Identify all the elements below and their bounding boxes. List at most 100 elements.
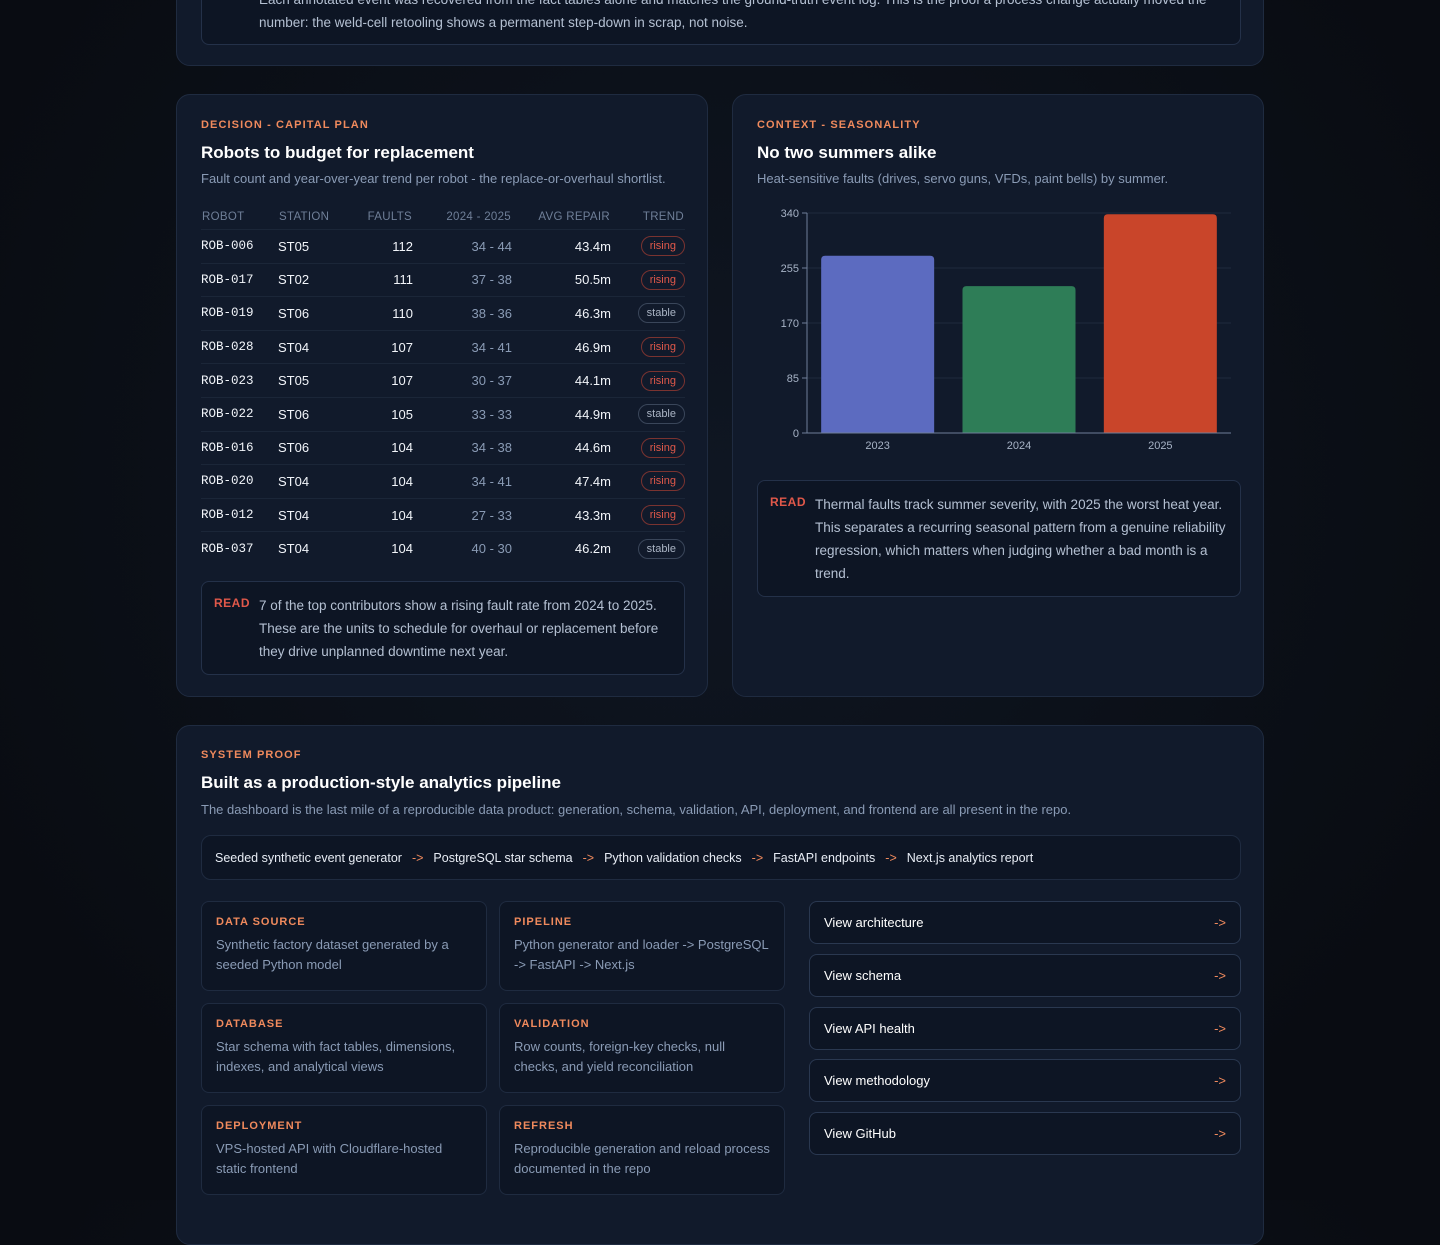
table-cell: ROB-006 (201, 229, 278, 264)
pipeline-step: Python validation checks (604, 850, 742, 865)
read-box: READ 7 of the top contributors show a ri… (201, 581, 685, 675)
trend-badge: rising (640, 471, 685, 492)
pipeline-step: Seeded synthetic event generator (215, 850, 402, 865)
read-text: Each annotated event was recovered from … (259, 0, 1207, 30)
table-cell: 44.6m (512, 430, 611, 465)
info-tile: DATABASE Star schema with fact tables, di… (201, 1003, 487, 1093)
table-cell: 107 (342, 363, 413, 398)
read-box: READ Thermal faults track summer severit… (757, 480, 1241, 597)
table-cell: 46.3m (512, 296, 611, 331)
pipeline-step: Next.js analytics report (906, 850, 1034, 865)
pipeline-arrow: -> (411, 850, 424, 865)
trend-badge: rising (640, 437, 685, 458)
trend-cell: stable (611, 531, 685, 565)
trend-cell: rising (611, 229, 685, 264)
link-text: View methodology (824, 1073, 930, 1089)
table-cell: 46.2m (512, 531, 611, 565)
table-cell: ST02 (278, 262, 342, 297)
link-button[interactable]: View GitHub -> (809, 1112, 1241, 1156)
read-text: Thermal faults track summer severity, wi… (815, 497, 1226, 581)
table-cell: 110 (342, 296, 413, 331)
info-tile: DATA SOURCE Synthetic factory dataset gen… (201, 901, 487, 991)
table-cell: ROB-016 (201, 430, 278, 465)
read-label: READ (770, 495, 807, 509)
table-cell: 104 (342, 497, 413, 532)
link-button[interactable]: View API health -> (809, 1006, 1241, 1050)
table-row: ROB-028 ST04 107 34 - 41 46.9m rising (201, 329, 685, 364)
table-cell: ST06 (278, 296, 342, 331)
trend-badge: rising (640, 269, 685, 290)
tile-label: VALIDATION (514, 1018, 590, 1030)
table-cell: 33 - 33 (413, 396, 512, 432)
table-cell: 43.4m (512, 229, 611, 264)
table-cell: 37 - 38 (413, 262, 512, 297)
table-row: ROB-012 ST04 104 27 - 33 43.3m rising (201, 497, 685, 532)
table-cell: 105 (342, 396, 413, 432)
pipeline-arrow: -> (885, 850, 897, 865)
table-row: ROB-020 ST04 104 34 - 41 47.4m rising (201, 464, 685, 499)
trend-cell: rising (611, 497, 685, 532)
column-header: 2024 - 2025 (446, 211, 511, 223)
table-cell: 44.1m (512, 363, 611, 398)
eyebrow: CONTEXT - SEASONALITY (757, 119, 921, 131)
table-row: ROB-006 ST05 112 34 - 44 43.4m rising (201, 229, 685, 264)
link-button[interactable]: View schema -> (809, 953, 1241, 997)
table-row: ROB-019 ST06 110 38 - 36 46.3m stable (201, 296, 685, 331)
link-button[interactable]: View methodology -> (809, 1059, 1241, 1103)
y-tick-label: 255 (781, 263, 799, 275)
table-cell: 34 - 38 (413, 430, 512, 465)
column-header: AVG REPAIR (538, 211, 610, 223)
tile-label: PIPELINE (514, 916, 573, 928)
table-cell: ROB-020 (201, 464, 278, 499)
eyebrow: SYSTEM PROOF (201, 749, 302, 761)
table-row: ROB-037 ST04 104 40 - 30 46.2m stable (201, 531, 685, 565)
trend-badge: rising (640, 236, 685, 257)
trend-cell: rising (611, 430, 685, 465)
table-header-row: ROBOT STATION FAULTS 2024 - 2025 AVG REPAIR T… (201, 205, 685, 230)
read-text: 7 of the top contributors show a rising … (259, 598, 659, 659)
seasonality-card: CONTEXT - SEASONALITY No two summers ali… (732, 94, 1264, 697)
table-cell: ROB-037 (201, 531, 278, 565)
tile-text: VPS-hosted API with Cloudflare-hosted st… (216, 1141, 443, 1176)
tile-text: Row counts, foreign-key checks, null che… (514, 1039, 725, 1074)
trend-cell: rising (611, 464, 685, 499)
pipeline-strip: Seeded synthetic event generator -> Postgr… (201, 835, 1241, 880)
table-cell: 27 - 33 (413, 497, 512, 532)
table-cell: ST04 (278, 329, 342, 364)
table-cell: ROB-028 (201, 329, 278, 364)
system-proof-card: SYSTEM PROOF Built as a production-style… (176, 725, 1264, 1245)
link-arrow: -> (1214, 1020, 1226, 1036)
table-row: ROB-016 ST06 104 34 - 38 44.6m rising (201, 430, 685, 465)
table-cell: 46.9m (512, 329, 611, 364)
table-cell: 38 - 36 (413, 296, 512, 331)
trend-cell: stable (611, 296, 685, 331)
read-box: Each annotated event was recovered from … (201, 0, 1241, 45)
tile-text: Star schema with fact tables, dimensions… (216, 1039, 456, 1074)
pipeline-step: FastAPI endpoints (773, 850, 876, 865)
link-arrow: -> (1214, 967, 1226, 983)
x-tick-label: 2024 (1007, 440, 1031, 452)
tile-text: Synthetic factory dataset generated by a… (216, 937, 449, 972)
pipeline-arrow: -> (751, 850, 764, 865)
tile-label: DEPLOYMENT (216, 1120, 303, 1132)
link-button[interactable]: View architecture -> (809, 901, 1241, 944)
bar (821, 255, 935, 433)
table-cell: ST05 (278, 229, 342, 264)
trend-cell: rising (611, 363, 685, 398)
card-subtitle: Heat-sensitive faults (drives, servo gun… (757, 171, 1169, 186)
x-tick-label: 2025 (1148, 440, 1172, 452)
table-cell: ROB-017 (201, 262, 278, 297)
table-cell: ROB-022 (201, 396, 278, 432)
trend-cell: rising (611, 329, 685, 364)
column-header: STATION (279, 211, 330, 223)
trend-badge: rising (640, 370, 685, 391)
tile-label: DATABASE (216, 1018, 284, 1030)
tile-text: Python generator and loader -> PostgreSQ… (514, 937, 769, 972)
table-cell: ST04 (278, 464, 342, 499)
y-tick-label: 170 (781, 318, 799, 330)
table-cell: ST06 (278, 430, 342, 465)
robot-table: ROBOT STATION FAULTS 2024 - 2025 AVG REPAIR T… (201, 205, 685, 565)
info-tile: PIPELINE Python generator and loader -> P… (499, 901, 785, 991)
link-text: View architecture (824, 915, 924, 930)
